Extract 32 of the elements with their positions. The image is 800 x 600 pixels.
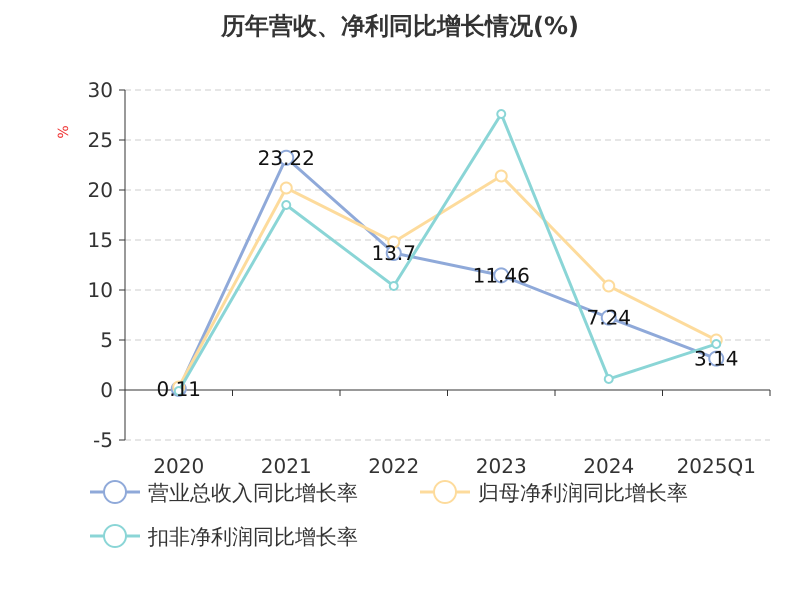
x-tick-label: 2023: [476, 454, 527, 478]
data-label: 3.14: [694, 346, 739, 371]
point: [281, 200, 292, 210]
x-tick-label: 2020: [153, 454, 204, 478]
x-tick-label: 2024: [583, 454, 634, 478]
legend-label: 归母净利润同比增长率: [478, 481, 688, 505]
chart-title: 历年营收、净利同比增长情况(%): [220, 12, 579, 40]
x-tick-label: 2022: [368, 454, 420, 478]
legend-label: 营业总收入同比增长率: [148, 481, 358, 505]
point: [711, 339, 722, 349]
data-label: 23.22: [258, 146, 315, 170]
point: [494, 170, 508, 182]
point: [496, 109, 506, 119]
y-tick-label: 10: [88, 278, 113, 302]
y-tick-label: 20: [88, 178, 113, 202]
legend-label: 扣非净利润同比增长率: [147, 525, 358, 549]
x-tick-label: 2021: [260, 454, 312, 478]
point: [604, 374, 614, 384]
x-tick-label: 2025Q1: [676, 454, 756, 478]
y-tick-label: -5: [93, 428, 113, 452]
y-tick-label: 15: [88, 228, 113, 252]
y-axis-title: %: [56, 125, 72, 139]
y-tick-label: 5: [100, 328, 113, 352]
y-tick-label: 0: [100, 378, 113, 402]
point: [602, 280, 616, 292]
data-label: 11.46: [472, 263, 530, 288]
point: [388, 281, 399, 291]
y-tick-label: 25: [88, 128, 113, 152]
point: [280, 182, 293, 194]
data-label: 7.24: [586, 306, 632, 330]
data-label: 13.7: [371, 241, 416, 265]
y-tick-label: 30: [88, 78, 113, 102]
